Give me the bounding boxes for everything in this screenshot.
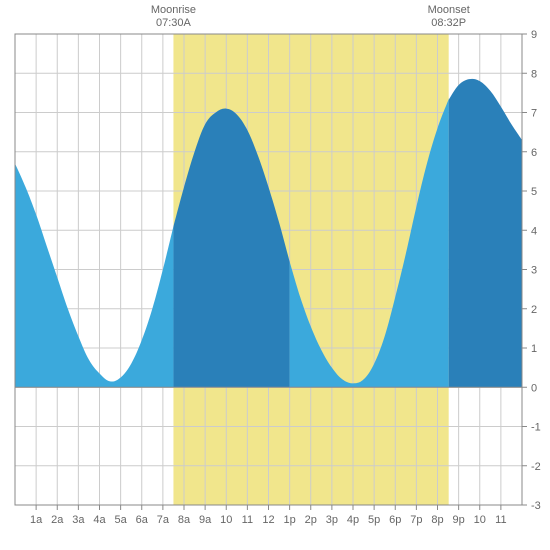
svg-text:-3: -3 [531,500,541,512]
svg-text:11: 11 [495,514,506,526]
moonrise-title: Moonrise [151,4,196,17]
svg-text:1: 1 [531,343,537,355]
svg-text:9a: 9a [199,514,212,526]
tide-chart: -3-2-101234567891a2a3a4a5a6a7a8a9a101112… [0,0,550,550]
svg-text:2: 2 [531,304,537,316]
svg-text:4p: 4p [347,514,359,526]
svg-text:-2: -2 [531,461,541,473]
svg-text:1p: 1p [284,514,296,526]
svg-text:8: 8 [531,68,537,80]
moonset-label: Moonset 08:32P [428,4,470,30]
svg-text:6: 6 [531,147,537,159]
svg-text:2a: 2a [51,514,64,526]
svg-text:3p: 3p [326,514,338,526]
svg-text:9p: 9p [453,514,465,526]
svg-text:4a: 4a [93,514,106,526]
svg-text:7p: 7p [410,514,422,526]
svg-text:6p: 6p [389,514,401,526]
moonset-title: Moonset [428,4,470,17]
svg-text:5: 5 [531,186,537,198]
moonset-time: 08:32P [428,17,470,30]
svg-text:4: 4 [531,225,537,237]
svg-text:11: 11 [242,514,253,526]
svg-text:0: 0 [531,382,537,394]
svg-text:10: 10 [474,514,486,526]
svg-text:9: 9 [531,29,537,41]
svg-text:12: 12 [262,514,274,526]
chart-svg: -3-2-101234567891a2a3a4a5a6a7a8a9a101112… [0,0,550,550]
svg-text:2p: 2p [305,514,317,526]
svg-text:5a: 5a [115,514,128,526]
svg-text:-1: -1 [531,422,541,434]
svg-text:8a: 8a [178,514,191,526]
svg-text:8p: 8p [431,514,443,526]
svg-text:7a: 7a [157,514,170,526]
svg-text:7: 7 [531,108,537,120]
svg-text:1a: 1a [30,514,43,526]
moonrise-time: 07:30A [151,17,196,30]
svg-text:5p: 5p [368,514,380,526]
svg-text:10: 10 [220,514,232,526]
svg-text:3: 3 [531,265,537,277]
moonrise-label: Moonrise 07:30A [151,4,196,30]
svg-text:3a: 3a [72,514,85,526]
svg-text:6a: 6a [136,514,149,526]
